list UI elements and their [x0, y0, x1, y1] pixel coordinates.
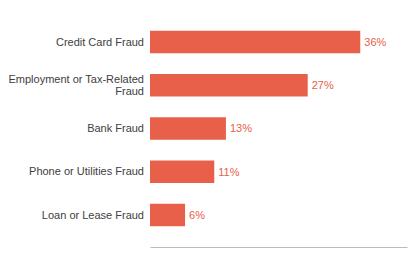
bar — [150, 117, 226, 139]
x-axis-line — [151, 247, 408, 248]
y-tick-label: Loan or Lease Fraud — [42, 209, 144, 221]
data-label: 36% — [364, 36, 386, 48]
y-tick: Loan or Lease Fraud — [42, 209, 150, 221]
bar — [150, 161, 214, 183]
bar — [150, 204, 185, 226]
y-tick-label-line: Fraud — [115, 85, 144, 97]
y-axis: Loan or Lease Fraud Phone or Utilities Fr… — [8, 11, 150, 248]
y-tick: Bank Fraud — [87, 122, 150, 134]
bar — [150, 31, 360, 53]
data-label: 6% — [189, 209, 205, 221]
x-axis — [151, 247, 408, 248]
plot: 6% 11% 13% 27% 36% Loan or Lease Fraud Phone o… — [8, 11, 407, 248]
bars — [150, 31, 360, 226]
y-tick: Credit Card Fraud — [56, 36, 150, 48]
data-label: 11% — [218, 166, 239, 178]
y-axis-line — [150, 11, 151, 248]
y-tick: Employment or Tax-RelatedFraud — [8, 73, 150, 97]
y-tick: Phone or Utilities Fraud — [29, 165, 150, 177]
y-tick-label: Credit Card Fraud — [56, 36, 144, 48]
data-label: 13% — [230, 122, 252, 134]
bar — [150, 74, 308, 96]
y-tick-label-line: Employment or Tax-Related — [8, 73, 144, 85]
data-labels: 6% 11% 13% 27% 36% — [189, 36, 386, 221]
y-tick-label: Bank Fraud — [87, 122, 144, 134]
y-tick-label: Employment or Tax-RelatedFraud — [8, 73, 144, 97]
y-tick-label: Phone or Utilities Fraud — [29, 165, 144, 177]
chart: 6% 11% 13% 27% 36% Loan or Lease Fraud Phone o… — [0, 0, 419, 261]
data-label: 27% — [312, 79, 334, 91]
